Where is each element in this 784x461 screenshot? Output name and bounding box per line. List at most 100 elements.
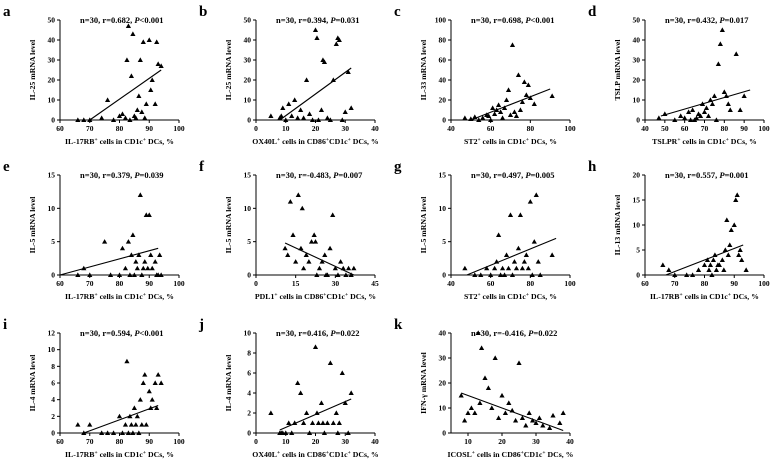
panel-letter: e (3, 159, 10, 175)
data-point (139, 109, 145, 114)
y-tick-label: 20 (439, 379, 447, 388)
x-tick-label: 70 (671, 279, 679, 288)
data-point (122, 422, 129, 427)
data-point (497, 109, 504, 114)
x-tick-label: 90 (731, 279, 739, 288)
data-point (75, 117, 81, 122)
data-point (154, 39, 160, 44)
data-point (343, 272, 349, 277)
regression-line (665, 244, 744, 276)
data-point (134, 107, 140, 112)
data-point (519, 265, 525, 271)
x-tick-label: 90 (146, 124, 154, 133)
data-point (503, 252, 510, 257)
data-point (513, 417, 519, 423)
panel-d: d n=30, r=0.432, P=0.017 40 50 60 70 80 90 100 0 1… (588, 4, 770, 146)
x-axis-label: ST2+ cells in CD1c+ DCs, % (464, 292, 557, 301)
stats-annotation: n=30, r=0.416, P=0.022 (276, 328, 360, 338)
data-point (496, 415, 502, 420)
x-tick-label: 70 (86, 437, 94, 446)
y-axis-label: TSLP mRNA level (613, 39, 622, 101)
y-tick-label: 12 (48, 329, 56, 338)
y-tick-label: 0 (51, 116, 55, 125)
data-point (303, 410, 310, 415)
data-point (286, 101, 292, 106)
x-tick-label: 15 (292, 279, 300, 288)
x-tick-label: 30 (532, 437, 540, 446)
y-tick-label: 0 (247, 429, 251, 438)
data-point (535, 259, 541, 264)
y-tick-label: 50 (244, 16, 252, 25)
data-point (81, 430, 87, 435)
data-point (342, 400, 348, 405)
data-point (303, 77, 310, 82)
data-point (130, 31, 136, 36)
data-point (704, 257, 711, 262)
y-tick-label: 40 (439, 329, 447, 338)
x-tick-label: 100 (173, 124, 185, 133)
data-point (131, 272, 137, 277)
data-point (324, 420, 330, 425)
data-point (87, 272, 93, 277)
y-tick-label: 30 (633, 56, 641, 65)
data-point (484, 265, 490, 271)
y-tick-label: 15 (439, 171, 447, 180)
data-point (268, 113, 274, 118)
x-axis-label: TSLPR+ cells in CD1c+ DCs, % (652, 137, 757, 146)
y-tick-label: 30 (439, 354, 447, 363)
data-point (682, 115, 688, 120)
data-point (509, 42, 516, 47)
y-tick-label: 40 (439, 76, 447, 85)
x-tick-label: 40 (371, 437, 379, 446)
data-point (480, 115, 486, 120)
panel-j: j n=30, r=0.416, P=0.022 0 10 20 30 40 0 2 4 6 8 10 O… (198, 317, 379, 459)
data-point (127, 413, 133, 419)
y-tick-label: 6 (51, 379, 55, 388)
data-point (330, 420, 336, 425)
data-point (315, 420, 322, 425)
y-tick-label: 20 (633, 171, 641, 180)
data-point (516, 360, 522, 365)
data-point (318, 107, 325, 112)
data-point (519, 415, 525, 420)
data-point (309, 420, 316, 425)
data-point (715, 61, 721, 66)
y-tick-label: 0 (636, 116, 640, 125)
data-point (143, 101, 149, 106)
data-point (130, 232, 136, 237)
x-tick-label: 20 (312, 124, 320, 133)
data-point (339, 370, 345, 375)
data-point (136, 430, 142, 435)
data-point (690, 107, 696, 112)
data-point (547, 425, 553, 430)
y-axis-label: IL-5 mRNA level (28, 196, 37, 254)
data-point (509, 407, 515, 413)
x-tick-label: 60 (641, 279, 649, 288)
y-tick-label: 40 (633, 36, 641, 45)
y-tick-label: 0 (51, 429, 55, 438)
y-tick-label: 15 (244, 171, 252, 180)
panel-k: k n=30, r=-0.416, P=0.022 10 20 30 40 0 10 20 30 4… (394, 317, 574, 459)
data-point (560, 410, 566, 415)
data-point (336, 420, 342, 425)
x-tick-label: 100 (173, 437, 185, 446)
y-tick-label: 0 (247, 116, 251, 125)
data-point (116, 413, 123, 419)
x-tick-label: 0 (254, 437, 258, 446)
x-axis-label: OX40L+ cells in CD86+CD1c+ DCs, % (252, 450, 379, 459)
data-point (351, 265, 357, 271)
y-tick-label: 20 (48, 76, 56, 85)
y-axis-label: IFN-γ mRNA level (419, 351, 428, 414)
x-tick-label: 30 (342, 124, 350, 133)
data-point (660, 262, 666, 267)
data-point (666, 267, 672, 272)
x-tick-label: 80 (527, 279, 535, 288)
data-point (283, 117, 289, 122)
data-point (122, 265, 129, 271)
data-point (492, 355, 498, 360)
data-point (119, 430, 126, 435)
y-tick-label: 10 (633, 221, 641, 230)
data-point (289, 113, 295, 118)
y-axis-label: IL-25 mRNA level (28, 39, 37, 100)
